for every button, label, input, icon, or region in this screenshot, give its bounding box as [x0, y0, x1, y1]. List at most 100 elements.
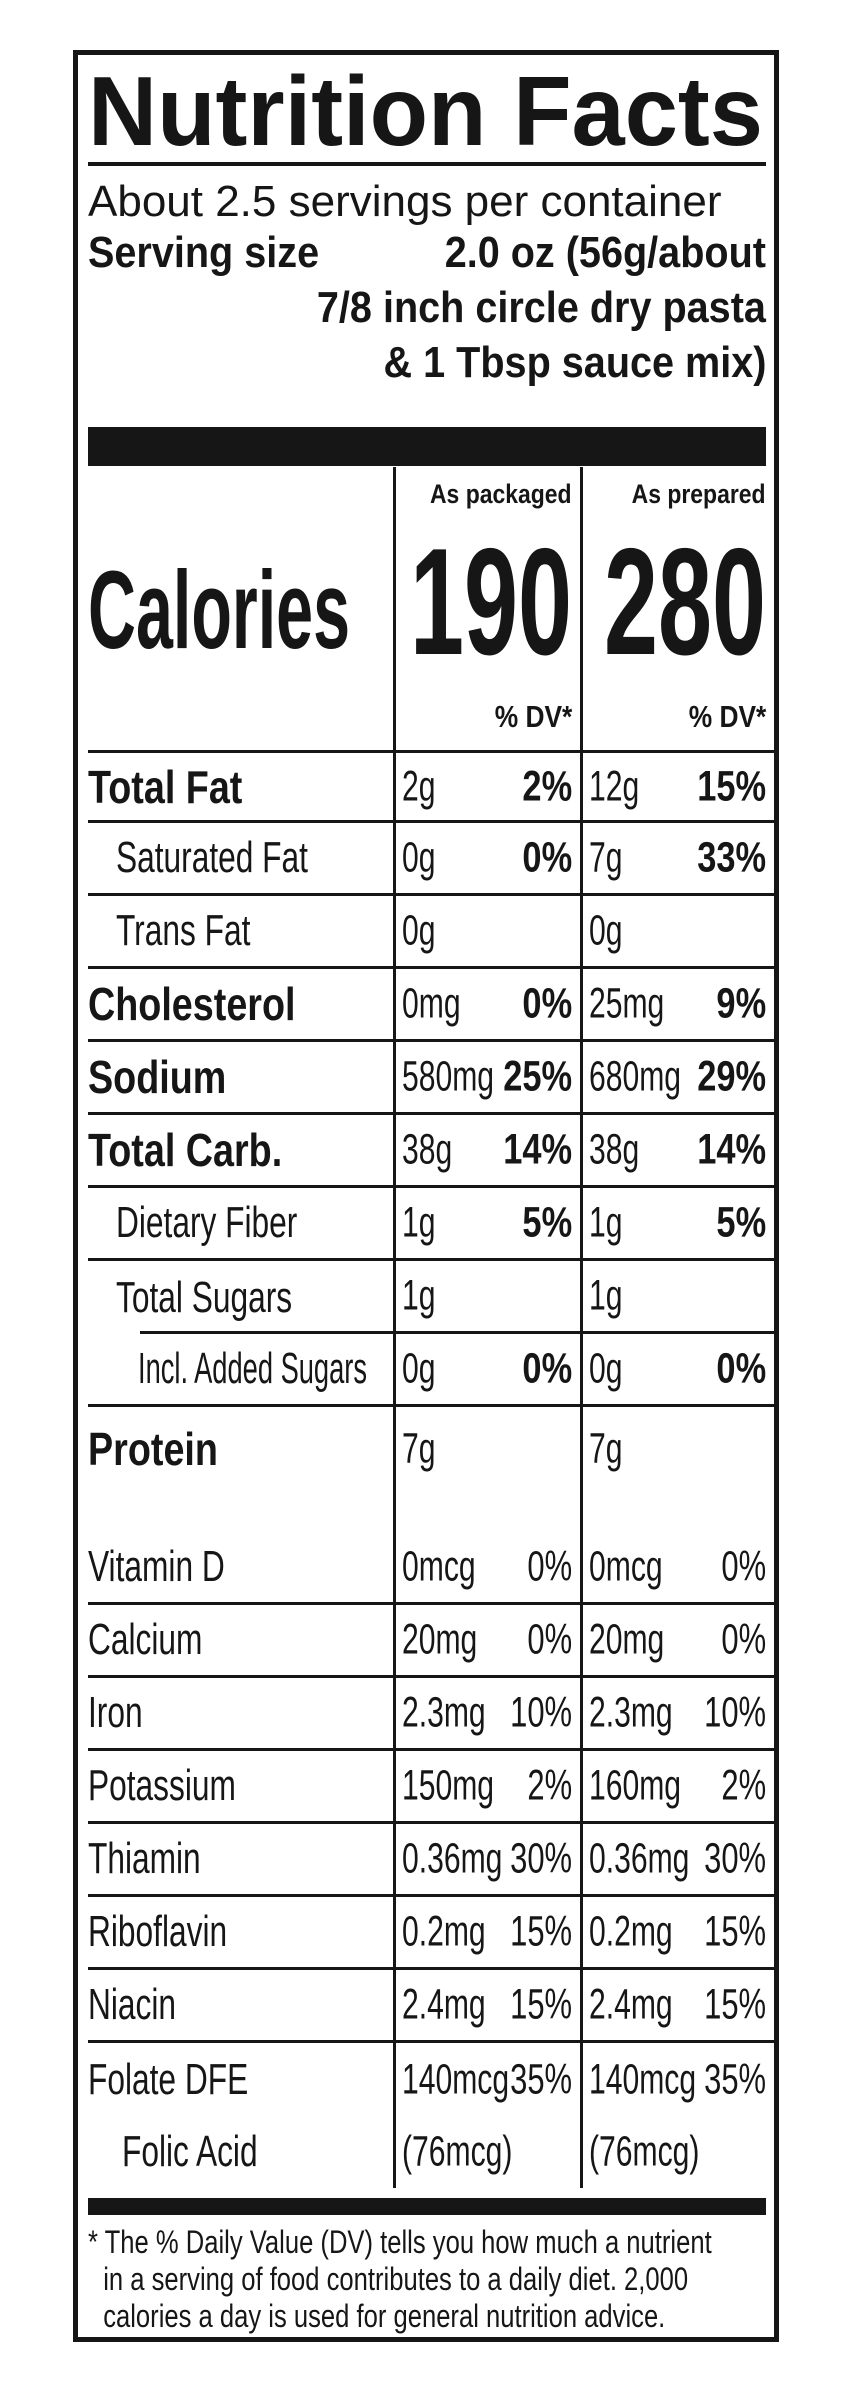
nutrition-table: Calories Total Fat Saturated Fat Trans Fat…: [78, 467, 774, 2188]
nutrient-as-prepared-cell: 0mcg 0%: [583, 1532, 774, 1605]
nutrient-name: Cholesterol: [88, 978, 296, 1030]
nutrient-name: Incl. Added Sugars: [138, 1344, 368, 1393]
nutrient-as-packaged-cell: 1g 5%: [396, 1188, 580, 1261]
nutrient-name: Thiamin: [88, 1834, 201, 1883]
nutrient-as-prepared-cell: 2.3mg 10%: [583, 1678, 774, 1751]
nutrient-as-prepared-cell: 7g: [583, 1407, 774, 1490]
calories-underbar-segment: [396, 667, 580, 683]
as-packaged-header: As packaged: [396, 467, 580, 522]
nutrient-as-packaged-cell: 0g: [396, 896, 580, 969]
nutrient-as-packaged-cell: 150mg 2%: [396, 1751, 580, 1824]
calories-underbar-segment: [88, 667, 393, 683]
nutrient-daily-value: 30%: [704, 1834, 766, 1883]
nutrient-as-packaged-cell: 2g 2%: [396, 753, 580, 823]
nutrient-daily-value: 0%: [522, 1344, 572, 1393]
nutrient-amount: 2.3mg: [402, 1688, 486, 1737]
nutrient-amount: 2.4mg: [589, 1980, 673, 2029]
nutrient-amount: (76mcg): [589, 2127, 700, 2176]
nutrient-as-prepared-cell: 12g 15%: [583, 753, 774, 823]
nutrient-as-prepared-cell: 160mg 2%: [583, 1751, 774, 1824]
nutrient-name: Dietary Fiber: [116, 1198, 298, 1247]
nutrient-daily-value: 0%: [716, 1344, 766, 1393]
nutrient-daily-value: 0%: [527, 1542, 572, 1591]
nutrient-name: Total Fat: [88, 760, 243, 813]
nutrition-facts-panel: Nutrition Facts About 2.5 servings per c…: [73, 50, 779, 2342]
svg-text:280: 280: [604, 542, 766, 667]
nutrition-facts-title: Nutrition Facts: [88, 68, 763, 163]
as-prepared-header-label: As prepared: [632, 479, 766, 509]
nutrient-amount: 0mcg: [589, 1542, 663, 1591]
nutrient-name: Folic Acid: [122, 2127, 258, 2176]
nutrient-amount: 12g: [589, 762, 640, 810]
nutrient-name-cell: Calcium: [88, 1605, 393, 1678]
nutrient-as-prepared-cell: 680mg 29%: [583, 1042, 774, 1115]
serving-size-value-line1: 2.0 oz (56g/about: [444, 227, 766, 277]
nutrient-amount: (76mcg): [402, 2127, 513, 2176]
serving-size-row: 7/8 inch circle dry pasta: [88, 280, 766, 335]
nutrient-name-cell: Saturated Fat: [88, 823, 393, 896]
nutrient-daily-value: 5%: [522, 1198, 572, 1247]
nutrient-name: Niacin: [88, 1980, 177, 2029]
nutrient-amount: 38g: [589, 1125, 640, 1174]
serving-size-row: & 1 Tbsp sauce mix): [88, 335, 766, 390]
serving-size-block: Serving size 2.0 oz (56g/about 7/8 inch …: [88, 225, 766, 390]
percent-dv-header: % DV*: [688, 698, 766, 734]
nutrient-name-cell: Dietary Fiber: [88, 1188, 393, 1261]
nutrient-amount: 1g: [589, 1271, 623, 1320]
nutrient-as-prepared-cell: 0.2mg 15%: [583, 1897, 774, 1970]
nutrient-as-packaged-cell: 140mcg 35%: [396, 2043, 580, 2116]
nutrient-as-packaged-cell: 0.36mg 30%: [396, 1824, 580, 1897]
nutrient-daily-value: 14%: [503, 1125, 572, 1174]
nutrient-name: Vitamin D: [88, 1542, 225, 1591]
dv-header-as-prepared: % DV*: [583, 683, 774, 753]
nutrient-as-packaged-cell: 0.2mg 15%: [396, 1897, 580, 1970]
nutrient-amount: 580mg: [402, 1052, 495, 1101]
dv-header-as-packaged: % DV*: [396, 683, 580, 753]
nutrient-name: Riboflavin: [88, 1907, 228, 1956]
nutrient-as-prepared-cell: 7g 33%: [583, 823, 774, 896]
nutrient-name-cell: Protein: [88, 1407, 393, 1490]
nutrient-name: Protein: [88, 1422, 218, 1475]
as-prepared-column: As prepared 280 % DV* 12g 15% 7g 33% 0g 25mg 9…: [580, 467, 774, 2188]
nutrient-name-cell: Incl. Added Sugars: [88, 1334, 393, 1407]
calories-label-cell: Calories: [88, 522, 393, 667]
percent-dv-header: % DV*: [494, 698, 572, 734]
header-spacer-cell: [88, 467, 393, 522]
nutrient-as-prepared-cell: (76mcg): [583, 2116, 774, 2188]
nutrient-amount: 0.2mg: [589, 1907, 673, 1956]
servings-per-container: About 2.5 servings per container: [88, 177, 722, 226]
nutrient-amount: 1g: [589, 1198, 623, 1247]
bottom-section-divider-bar: [88, 2198, 766, 2215]
nutrient-name: Total Carb.: [88, 1124, 283, 1176]
nutrient-as-prepared-cell: 0g 0%: [583, 1334, 774, 1407]
nutrient-amount: 7g: [402, 1424, 436, 1472]
nutrient-as-packaged-cell: 38g 14%: [396, 1115, 580, 1188]
nutrient-daily-value: 35%: [704, 2055, 766, 2103]
nutrient-amount: 0g: [402, 906, 436, 955]
calories-as-packaged-value: 190: [410, 542, 572, 667]
nutrient-as-packaged-cell: 2.4mg 15%: [396, 1970, 580, 2043]
serving-size-row: Serving size 2.0 oz (56g/about: [88, 225, 766, 280]
nutrient-daily-value: 15%: [704, 1980, 766, 2029]
nutrient-amount: 0g: [589, 1344, 623, 1393]
nutrient-amount: 0mg: [402, 979, 461, 1028]
nutrient-name-cell: Potassium: [88, 1751, 393, 1824]
calories-as-prepared-cell: 280: [583, 522, 774, 667]
section-bar-segment: [88, 1490, 393, 1532]
nutrient-name: Total Sugars: [116, 1272, 293, 1322]
section-bar-segment: [396, 1490, 580, 1532]
nutrient-as-prepared-cell: 1g 5%: [583, 1188, 774, 1261]
nutrient-as-packaged-cell: 0g 0%: [396, 1334, 580, 1407]
nutrient-name: Iron: [88, 1688, 143, 1737]
nutrient-daily-value: 15%: [697, 762, 766, 810]
nutrient-amount: 150mg: [402, 1761, 495, 1810]
nutrient-daily-value: 15%: [510, 1907, 572, 1956]
nutrient-name: Sodium: [88, 1051, 227, 1103]
nutrient-name: Folate DFE: [88, 2054, 249, 2104]
nutrient-as-packaged-cell: 20mg 0%: [396, 1605, 580, 1678]
nutrient-daily-value: 9%: [716, 979, 766, 1028]
nutrient-as-prepared-cell: 140mcg 35%: [583, 2043, 774, 2116]
nutrient-amount: 25mg: [589, 979, 665, 1028]
as-prepared-header: As prepared: [583, 467, 774, 522]
